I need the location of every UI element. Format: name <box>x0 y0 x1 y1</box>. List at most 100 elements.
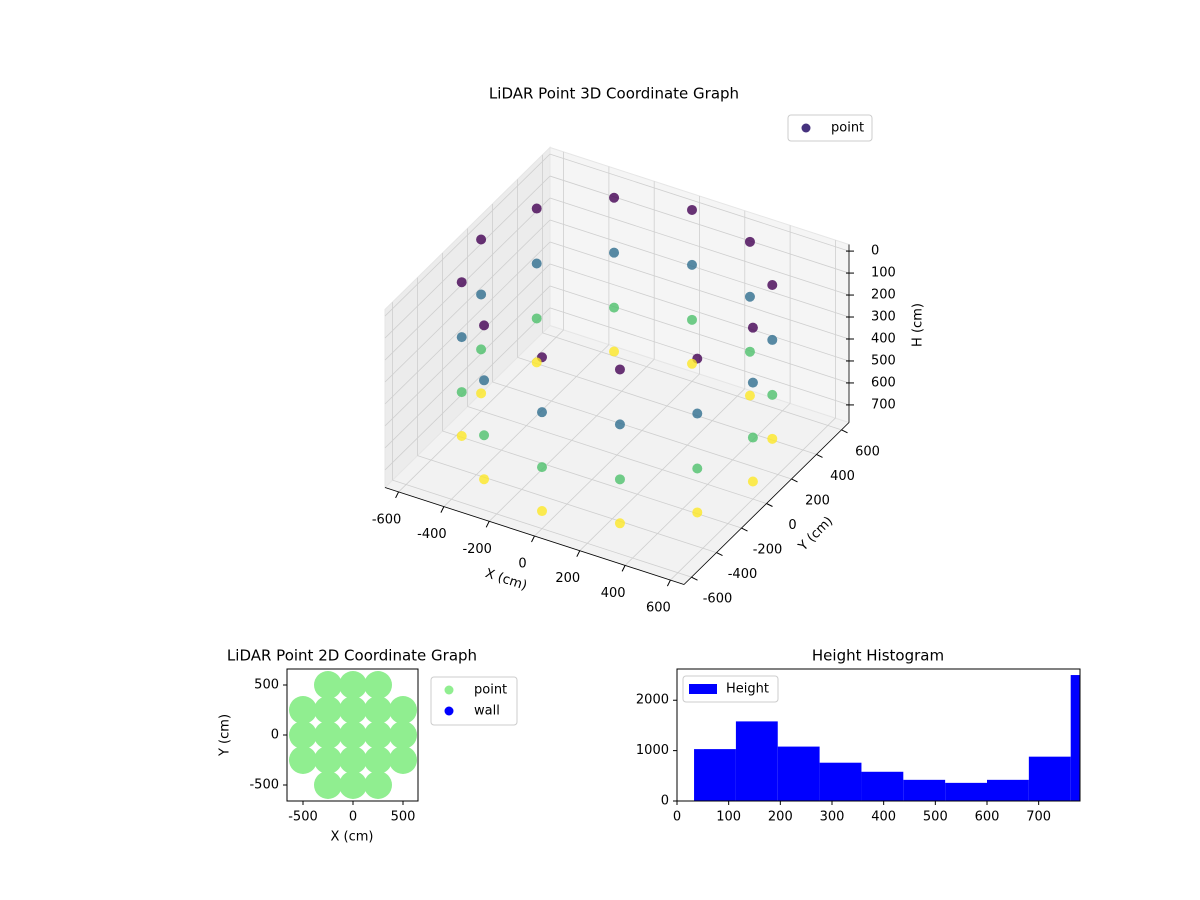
x-tick-label: 500 <box>391 810 416 825</box>
point <box>609 192 620 203</box>
z-tick-label: 400 <box>871 331 896 346</box>
x-tick <box>531 535 535 543</box>
point <box>687 314 697 325</box>
y-tick-label: 400 <box>830 469 855 484</box>
point <box>767 433 778 444</box>
grid-line <box>384 263 551 427</box>
y-tick <box>741 527 748 532</box>
x-tick-label: 200 <box>555 571 580 586</box>
y-tick-label: -600 <box>703 592 733 607</box>
x-tick <box>440 506 445 513</box>
point <box>479 320 490 331</box>
x-tick <box>621 565 626 572</box>
bar <box>1028 756 1071 801</box>
bar <box>1070 675 1080 801</box>
x-tick-label: 300 <box>820 810 845 825</box>
legend-frame <box>787 114 873 142</box>
x-tick <box>485 521 490 528</box>
x-tick <box>666 579 671 587</box>
z-tick-label: 0 <box>871 244 879 259</box>
x-tick-label: 600 <box>975 810 1000 825</box>
bar <box>735 721 778 801</box>
grid-line <box>384 197 551 361</box>
point <box>476 344 487 355</box>
point <box>314 771 342 799</box>
legend: point <box>787 114 873 142</box>
grid-line <box>542 332 842 431</box>
point <box>531 258 542 269</box>
legend-label: Height <box>726 682 769 697</box>
point <box>747 432 758 443</box>
plot-area <box>694 675 1080 801</box>
legend-marker <box>444 706 454 716</box>
point <box>364 671 392 699</box>
z-tick-label: 500 <box>871 353 896 368</box>
point <box>687 358 697 369</box>
point <box>614 518 625 529</box>
chart-title: LiDAR Point 3D Coordinate Graph <box>489 85 739 103</box>
point <box>537 462 547 473</box>
point <box>537 407 547 418</box>
grid-line <box>384 241 551 405</box>
grid-line <box>392 479 692 578</box>
point <box>692 507 703 518</box>
point <box>531 357 542 368</box>
point <box>339 721 367 749</box>
plot-area <box>289 671 417 799</box>
point <box>479 375 490 386</box>
point <box>314 696 342 724</box>
point <box>289 696 317 724</box>
bar <box>694 749 736 801</box>
point <box>389 696 417 724</box>
bar <box>903 779 946 801</box>
legend-marker <box>801 123 811 133</box>
point <box>456 387 467 398</box>
legend-label: wall <box>474 704 500 719</box>
y-tick-label: 0 <box>788 518 796 533</box>
grid-line <box>549 197 850 296</box>
point <box>747 377 758 388</box>
point <box>767 389 778 400</box>
grid-line <box>549 175 850 274</box>
bar <box>819 762 862 801</box>
legend-label: point <box>831 121 864 136</box>
point <box>456 431 467 442</box>
point <box>531 313 542 324</box>
z-tick-label: 100 <box>871 266 896 281</box>
point <box>314 671 342 699</box>
legend: point wall <box>430 676 518 726</box>
bar <box>987 779 1029 801</box>
point <box>476 388 487 399</box>
z-tick-label: 600 <box>871 375 896 390</box>
x-tick <box>576 550 581 557</box>
point <box>476 234 487 245</box>
point <box>744 236 755 247</box>
point <box>747 322 758 333</box>
x-tick-label: 0 <box>673 810 681 825</box>
point <box>692 408 703 419</box>
z-axis-label: H (cm) <box>911 303 926 347</box>
point <box>339 696 367 724</box>
x-tick-label: 0 <box>349 810 357 825</box>
point <box>476 289 487 300</box>
point <box>767 334 778 345</box>
point <box>614 364 625 375</box>
legend-swatch <box>689 684 717 694</box>
x-tick-label: 400 <box>601 586 626 601</box>
y-tick <box>791 478 798 483</box>
point <box>614 419 625 430</box>
point <box>479 430 490 441</box>
point <box>747 476 758 487</box>
y-tick-label: -500 <box>249 778 279 793</box>
point <box>364 771 392 799</box>
axis-line <box>384 487 685 585</box>
point <box>389 721 417 749</box>
x-tick <box>395 491 400 499</box>
z-tick-label: 200 <box>871 288 896 303</box>
grid-line <box>384 307 551 471</box>
point <box>339 746 367 774</box>
x-tick-label: 0 <box>518 557 526 572</box>
x-tick-label: -400 <box>417 527 447 542</box>
grid-line <box>442 430 742 529</box>
